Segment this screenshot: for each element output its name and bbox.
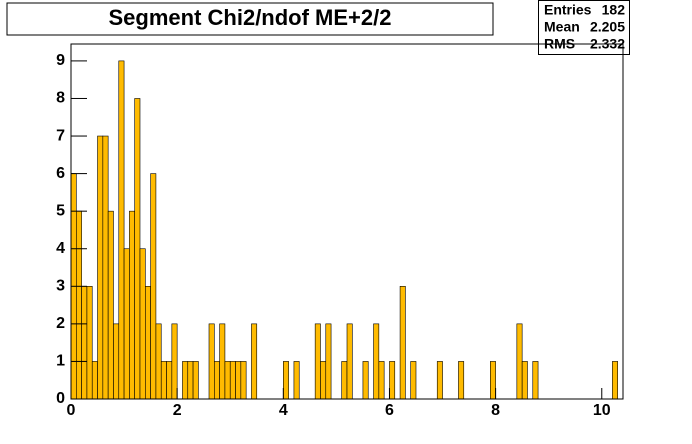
histogram-bar (458, 361, 465, 400)
y-tick-label: 0 (56, 390, 65, 407)
histogram-bar (187, 361, 194, 400)
y-tick-label: 7 (56, 127, 65, 144)
stats-value: 2.332 (590, 36, 625, 52)
histogram-bar (325, 323, 332, 400)
histogram-bar (373, 323, 380, 400)
histogram-bar (123, 248, 130, 400)
histogram-bar (490, 361, 496, 400)
histogram-bar (410, 361, 417, 400)
y-tick-label: 1 (56, 353, 65, 370)
histogram-bar (521, 361, 528, 400)
x-tick-label: 4 (279, 402, 288, 419)
histogram-bar (102, 135, 109, 400)
histogram-bar (378, 361, 385, 400)
histogram-bar (346, 323, 353, 400)
histogram-bar (516, 323, 523, 400)
histogram-bar (283, 361, 289, 400)
histogram-bar (160, 361, 167, 400)
chart-title: Segment Chi2/ndof ME+2/2 (109, 5, 392, 30)
histogram-bar (86, 286, 93, 400)
histogram-bar (293, 361, 300, 400)
histogram-bar (314, 323, 321, 400)
histogram-bar (150, 173, 157, 400)
histogram-bar (612, 361, 618, 400)
histogram-bar (214, 361, 220, 400)
histogram-bar (129, 210, 135, 400)
x-tick-label: 10 (593, 402, 611, 419)
histogram-bar (139, 248, 146, 400)
histogram-bar (91, 361, 98, 400)
histogram-bar (97, 135, 104, 400)
histogram-bar (362, 361, 369, 400)
y-tick-label: 9 (56, 52, 65, 69)
histogram-bar (240, 361, 247, 400)
histogram-bar (81, 286, 88, 400)
y-tick-label: 6 (56, 165, 65, 182)
histogram-bar (107, 210, 114, 400)
histogram-bar (155, 323, 162, 400)
y-tick-label: 2 (56, 315, 65, 332)
x-tick-label: 8 (491, 402, 500, 419)
histogram-bar (118, 60, 125, 400)
histogram-bar (436, 361, 443, 400)
plot-frame (70, 43, 624, 400)
histogram-bar (532, 361, 539, 400)
histogram-bar (219, 323, 226, 400)
y-tick-label: 5 (56, 202, 65, 219)
histogram-bar (229, 361, 236, 400)
histogram-bar (389, 361, 396, 400)
histogram-bar (399, 286, 406, 400)
histogram-bar (145, 286, 151, 400)
y-tick-label: 8 (56, 90, 65, 107)
stats-box (538, 0, 630, 55)
histogram-bar (251, 323, 258, 400)
histogram-bar (134, 98, 141, 400)
x-tick-label: 2 (173, 402, 182, 419)
stats-value: 2.205 (590, 19, 625, 35)
histogram-bar (171, 323, 178, 400)
x-tick-label: 0 (67, 402, 76, 419)
histogram-bar (320, 361, 327, 400)
title-box (6, 2, 494, 36)
y-tick-label: 4 (56, 240, 65, 257)
histogram-bar (341, 361, 348, 400)
x-tick-label: 6 (385, 402, 394, 419)
y-tick-label: 3 (56, 278, 65, 295)
histogram-bar (208, 323, 215, 400)
histogram-bar (166, 361, 173, 400)
histogram-bar (182, 361, 189, 400)
stats-label: RMS (544, 36, 575, 52)
histogram-bar (76, 210, 82, 400)
histogram-bar (113, 323, 120, 400)
histogram-bar (235, 361, 242, 400)
stats-label: Entries (544, 2, 592, 18)
stats-value: 182 (602, 2, 626, 18)
histogram-bar (224, 361, 231, 400)
stats-label: Mean (544, 19, 580, 35)
histogram-bar (192, 361, 199, 400)
